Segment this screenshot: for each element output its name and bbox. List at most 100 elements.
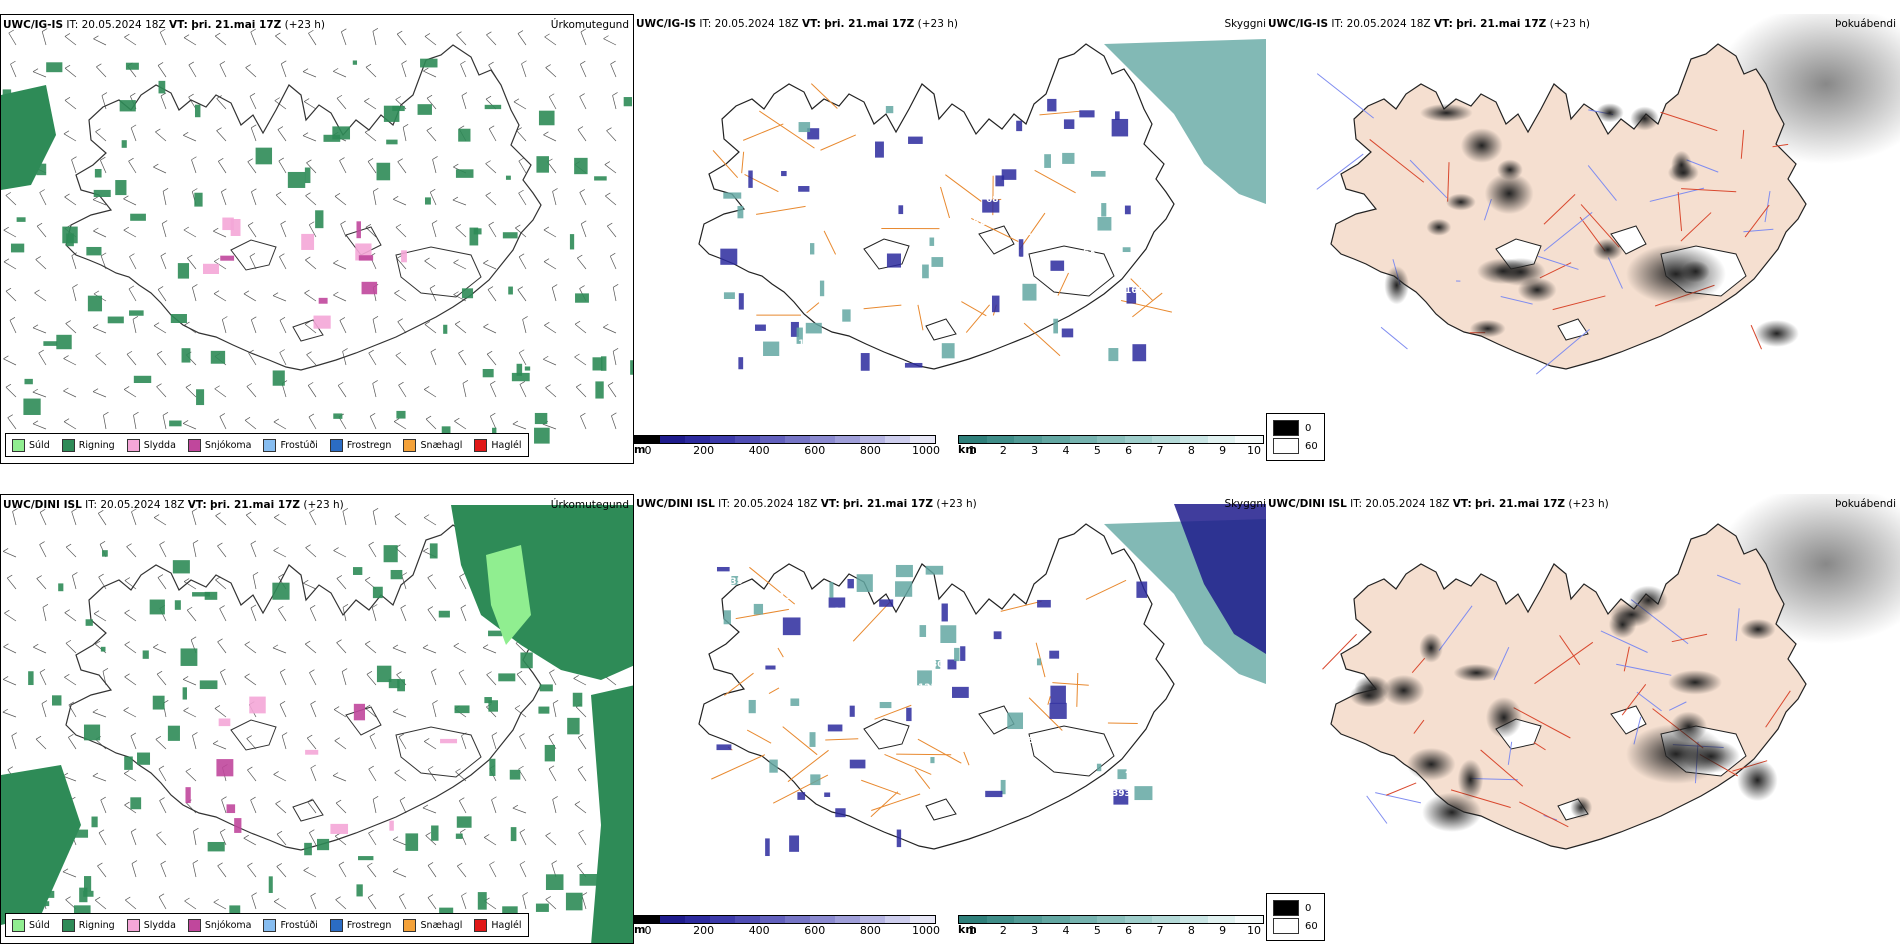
scale-color-bar — [634, 435, 936, 444]
cloud-base-value: 82 — [973, 218, 986, 228]
scale-tick-label: 600 — [804, 924, 826, 937]
fog-legend-item: 0 — [1273, 420, 1318, 436]
cloud-base-value: 49 — [1015, 256, 1028, 266]
legend-swatch — [403, 438, 417, 452]
cloud-base-value: 393 — [1112, 789, 1131, 799]
legend-label: Slydda — [143, 919, 176, 931]
precip-legend-item: Frostúði — [263, 918, 318, 932]
scale-tick-label: 3 — [1031, 444, 1039, 457]
legend-label: Snjókoma — [204, 439, 252, 451]
cloud-base-value: 93 — [986, 675, 999, 685]
panel-title: Þokuábendi — [1835, 498, 1896, 510]
precip-legend-item: Haglél — [474, 918, 522, 932]
scale-tick-label: 200 — [693, 444, 715, 457]
scale-ticks: 0 200 400 600 800 1000 — [634, 444, 941, 458]
fog-legend-row1: 0 60 — [1266, 413, 1325, 461]
panel-header: UWC/DINI ISL IT: 20.05.2024 18Z VT: þri.… — [1268, 498, 1609, 510]
cloud-base-value: 13 — [1028, 713, 1041, 723]
panel-title: Úrkomutegund — [550, 19, 629, 31]
precip-legend-item: Rigning — [61, 438, 115, 452]
cloud-panel-row2: UWC/DINI ISL IT: 20.05.2024 18Z VT: þri.… — [634, 494, 1266, 944]
panel-header: UWC/IG-IS IT: 20.05.2024 18Z VT: þri. 21… — [1268, 18, 1590, 30]
scale-unit: km — [958, 443, 977, 456]
precip-legend-item: Snjókoma — [187, 918, 252, 932]
legend-swatch — [61, 438, 75, 452]
precip-panel-row1: UWC/IG-IS IT: 20.05.2024 18Z VT: þri. 21… — [0, 14, 634, 464]
precip-panel-row2: UWC/DINI ISL IT: 20.05.2024 18Z VT: þri.… — [0, 494, 634, 944]
fog-panel-row2: UWC/DINI ISL IT: 20.05.2024 18Z VT: þri.… — [1266, 494, 1900, 944]
legend-swatch — [1273, 420, 1299, 436]
legend-swatch — [403, 918, 417, 932]
cloud-base-value: 92 — [889, 622, 902, 632]
scale-tick-label: 2 — [999, 924, 1007, 937]
scale-tick-label: 400 — [748, 924, 770, 937]
scale-unit: m — [634, 443, 646, 456]
legend-swatch — [263, 918, 277, 932]
legend-label: Frostregn — [346, 919, 392, 931]
scale-tick-label: 3 — [1031, 924, 1039, 937]
visibility-scale-row1: 1 2 3 4 5 6 7 8 9 10 km — [958, 435, 1264, 458]
cloud-base-value: 114 — [792, 339, 811, 349]
cloud-base-value: 109 — [821, 630, 840, 640]
cloud-base-value: 139 — [779, 592, 798, 602]
legend-label: Haglél — [491, 919, 522, 931]
panel-title: Úrkomutegund — [550, 499, 629, 511]
legend-label: Rigning — [78, 919, 115, 931]
scale-color-bar — [958, 435, 1264, 444]
precip-legend-item: Haglél — [474, 438, 522, 452]
legend-swatch — [1273, 438, 1299, 454]
scale-tick-label: 8 — [1187, 444, 1195, 457]
cloud-base-value: 57 — [1112, 309, 1125, 319]
fog-legend-row2: 0 60 — [1266, 893, 1325, 941]
panel-title: Skyggni — [1224, 18, 1267, 30]
scale-tick-label: 2 — [999, 444, 1007, 457]
panel-header: UWC/IG-IS IT: 20.05.2024 18Z VT: þri. 21… — [636, 18, 958, 30]
precip-legend-item: Frostregn — [329, 918, 392, 932]
legend-swatch — [126, 918, 140, 932]
legend-swatch — [329, 918, 343, 932]
legend-swatch — [12, 918, 25, 932]
panel-header: UWC/DINI ISL IT: 20.05.2024 18Z VT: þri.… — [3, 499, 344, 511]
precip-legend-item: Frostúði — [263, 438, 318, 452]
scale-tick-label: 10 — [1247, 924, 1261, 937]
scale-tick-label: 4 — [1062, 924, 1070, 937]
scale-tick-label: 7 — [1156, 924, 1164, 937]
cloud-base-value: 123 — [918, 683, 937, 693]
legend-swatch — [61, 918, 75, 932]
panel-header: UWC/DINI ISL IT: 20.05.2024 18Z VT: þri.… — [636, 498, 977, 510]
cloud-base-value: 74 — [834, 127, 847, 137]
legend-label: Snjókoma — [204, 919, 252, 931]
fog-legend-item: 0 — [1273, 900, 1318, 916]
scale-color-bar — [958, 915, 1264, 924]
legend-swatch — [12, 438, 25, 452]
legend-label: Frostregn — [346, 439, 392, 451]
legend-label: Haglél — [491, 439, 522, 451]
scale-tick-label: 0 — [644, 444, 652, 457]
precip-legend-item: Snæhagl — [403, 918, 463, 932]
precip-legend-item: Slydda — [126, 438, 176, 452]
scale-tick-label: 9 — [1219, 444, 1227, 457]
scale-unit: m — [634, 923, 646, 936]
scale-tick-label: 800 — [859, 924, 881, 937]
legend-label: Snæhagl — [420, 919, 463, 931]
cloud-base-value: 68 — [986, 195, 999, 205]
cloud-base-value: 105 — [792, 819, 811, 829]
cloud-base-value: 63 — [1083, 248, 1096, 258]
scale-tick-label: 9 — [1219, 924, 1227, 937]
cloud-base-value: 61 — [1070, 751, 1083, 761]
scale-tick-label: 400 — [748, 444, 770, 457]
scale-tick-label: 1000 — [912, 444, 940, 457]
ceiling-scale-row2: 0 200 400 600 800 1000 m — [634, 915, 940, 938]
scale-tick-label: 6 — [1125, 924, 1133, 937]
cloud-base-value: 62 — [724, 97, 737, 107]
legend-label: Slydda — [143, 439, 176, 451]
cloud-base-value: 267 — [737, 804, 756, 814]
ceiling-scale-row1: 0 200 400 600 800 1000 m — [634, 435, 941, 458]
scale-tick-label: 10 — [1247, 444, 1261, 457]
precip-legend-item: Súld — [12, 918, 50, 932]
cloud-base-value: 135 — [724, 577, 743, 587]
legend-swatch — [263, 438, 277, 452]
fog-legend-item: 60 — [1273, 918, 1318, 934]
scale-tick-label: 0 — [644, 924, 652, 937]
cloud-base-value: 82 — [918, 203, 931, 213]
